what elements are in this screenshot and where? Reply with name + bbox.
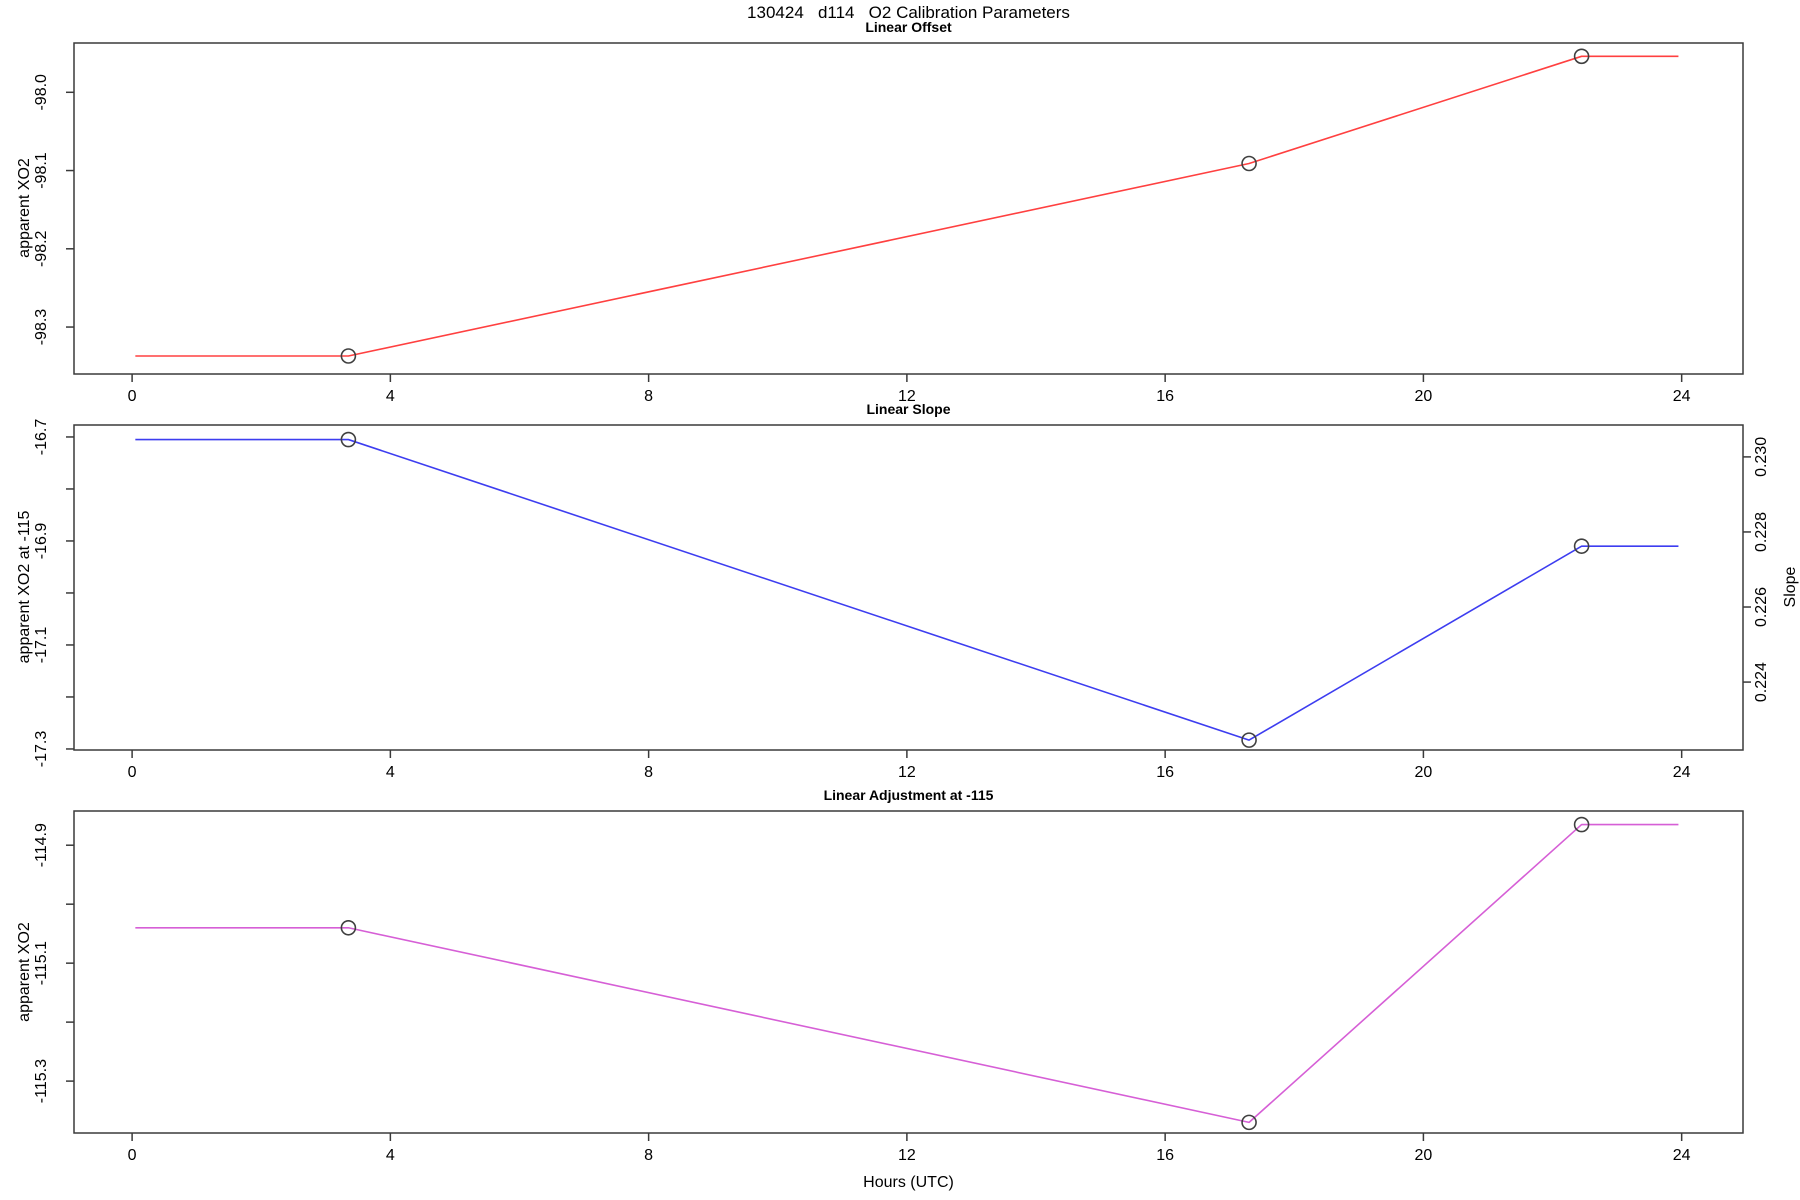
x-tick-label: 8 bbox=[644, 1147, 653, 1164]
figure-title: 130424 d114 O2 Calibration Parameters bbox=[747, 3, 1070, 22]
y-tick-label: -98.0 bbox=[33, 74, 50, 111]
x-tick-label: 20 bbox=[1415, 388, 1433, 405]
y-tick-label: -98.3 bbox=[33, 309, 50, 346]
data-line bbox=[135, 438, 1679, 741]
x-tick-label: 12 bbox=[898, 1147, 916, 1164]
data-point-marker bbox=[1573, 48, 1590, 65]
y-tick-label: -115.1 bbox=[33, 941, 50, 985]
x-tick-label: 0 bbox=[128, 1147, 137, 1164]
y-tick-label: -115.3 bbox=[33, 1059, 50, 1103]
x-tick-label: 12 bbox=[898, 764, 916, 781]
y-tick-label: -114.9 bbox=[33, 823, 50, 867]
x-tick-label: 0 bbox=[128, 388, 137, 405]
panel-title-linear-offset: Linear Offset bbox=[865, 19, 952, 35]
x-tick-label: 16 bbox=[1156, 1147, 1174, 1164]
x-tick-label: 24 bbox=[1673, 388, 1691, 405]
data-line bbox=[135, 823, 1679, 1124]
data-point-marker bbox=[340, 348, 357, 364]
right-y-tick-label: 0.230 bbox=[1753, 437, 1770, 477]
x-tick-label: 24 bbox=[1673, 764, 1691, 781]
y-tick-label: -16.9 bbox=[33, 523, 50, 560]
panel-linear-offset: 0 4 8 12 16 20 24 -98.0 -98.1 -98.2 -98.3 bbox=[33, 42, 1744, 405]
data-point-marker bbox=[1241, 155, 1257, 172]
data-point-marker bbox=[1573, 816, 1590, 833]
x-tick-label: 24 bbox=[1673, 1147, 1691, 1164]
x-tick-label: 0 bbox=[128, 764, 137, 781]
x-tick-label: 16 bbox=[1156, 388, 1174, 405]
x-tick-label: 4 bbox=[386, 388, 395, 405]
x-tick-label: 4 bbox=[386, 1147, 395, 1164]
data-point-marker bbox=[1241, 732, 1257, 748]
x-tick-label: 4 bbox=[386, 764, 395, 781]
panel-title-linear-adjustment: Linear Adjustment at -115 bbox=[823, 787, 994, 803]
plot-box bbox=[73, 42, 1744, 375]
data-point-marker bbox=[1573, 538, 1590, 554]
x-tick-label: 12 bbox=[898, 388, 916, 405]
x-axis-label: Hours (UTC) bbox=[863, 1174, 954, 1191]
y-tick-label: -16.7 bbox=[33, 419, 50, 456]
y-tick-label: -17.1 bbox=[33, 627, 50, 664]
data-line bbox=[135, 55, 1679, 357]
y-tick-label: -98.1 bbox=[33, 152, 50, 189]
right-y-tick-label: 0.228 bbox=[1753, 512, 1770, 552]
x-tick-label: 16 bbox=[1156, 764, 1174, 781]
panel-linear-adjustment-at-115: 0 4 8 12 16 20 24 -114.9 -115.1 -115.3 bbox=[33, 810, 1744, 1164]
x-tick-label: 20 bbox=[1415, 1147, 1433, 1164]
data-point-marker bbox=[340, 431, 357, 448]
data-point-marker bbox=[1241, 1114, 1257, 1131]
x-tick-label: 20 bbox=[1415, 764, 1433, 781]
panel-linear-slope: 0 4 8 12 16 20 24 -16.7 -16.9 -17.1 -17.3 0.224 0.22… bbox=[33, 419, 1770, 781]
right-y-tick-label: 0.226 bbox=[1753, 587, 1770, 627]
plot-box bbox=[73, 810, 1744, 1134]
data-point-marker bbox=[340, 919, 357, 936]
x-tick-label: 8 bbox=[644, 764, 653, 781]
y-tick-label: -98.2 bbox=[33, 230, 50, 267]
y-tick-label: -17.3 bbox=[33, 731, 50, 768]
right-y-tick-label: 0.224 bbox=[1753, 662, 1770, 702]
panel-title-linear-slope: Linear Slope bbox=[866, 401, 951, 417]
plot-box bbox=[73, 424, 1744, 751]
x-tick-label: 8 bbox=[644, 388, 653, 405]
